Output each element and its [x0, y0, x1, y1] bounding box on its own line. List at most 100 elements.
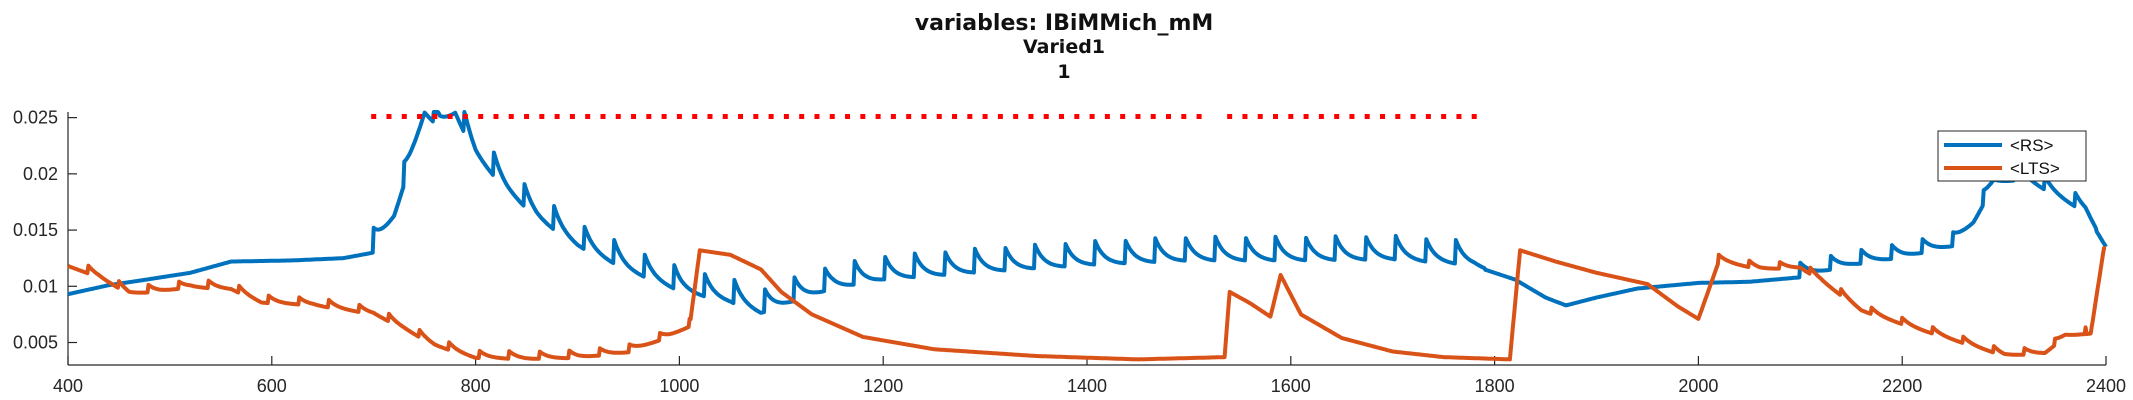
spike-marker: [1410, 113, 1416, 119]
spike-marker: [371, 113, 377, 119]
spike-marker: [1227, 113, 1233, 119]
legend-label-lts: <LTS>: [2010, 159, 2060, 178]
spike-marker: [615, 113, 621, 119]
spike-marker: [783, 113, 789, 119]
spike-marker: [508, 113, 514, 119]
x-tick-label: 800: [461, 376, 491, 396]
spike-marker: [417, 113, 423, 119]
y-tick-label: 0.02: [23, 164, 58, 184]
legend-box: [1937, 130, 2087, 182]
spike-marker: [692, 113, 698, 119]
x-tick-label: 2400: [2086, 376, 2126, 396]
spike-marker: [478, 113, 484, 119]
spike-marker: [845, 113, 851, 119]
spike-marker: [1349, 113, 1355, 119]
spike-marker: [1013, 113, 1019, 119]
spike-marker: [860, 113, 866, 119]
x-tick-label: 1000: [659, 376, 699, 396]
x-tick-label: 400: [53, 376, 83, 396]
x-tick-label: 2200: [1882, 376, 1922, 396]
spike-marker: [676, 113, 682, 119]
spike-marker: [921, 113, 927, 119]
y-tick-label: 0.015: [13, 220, 58, 240]
y-axis-ticks: 0.005 0.01 0.015 0.02 0.025: [13, 108, 77, 353]
spike-marker: [829, 113, 835, 119]
spike-marker: [1120, 113, 1126, 119]
spike-marker: [753, 113, 759, 119]
x-tick-label: 1800: [1475, 376, 1515, 396]
spike-marker: [1303, 113, 1309, 119]
spike-marker: [1471, 113, 1477, 119]
spike-marker: [1364, 113, 1370, 119]
spike-marker: [1242, 113, 1248, 119]
spike-marker: [1181, 113, 1187, 119]
y-tick-label: 0.01: [23, 276, 58, 296]
spike-marker: [997, 113, 1003, 119]
spike-marker: [646, 113, 652, 119]
spike-marker: [1196, 113, 1202, 119]
spike-marker: [1334, 113, 1340, 119]
spike-marker: [814, 113, 820, 119]
spike-marker: [1043, 113, 1049, 119]
series-line-rs: [67, 110, 2108, 315]
spike-marker: [1104, 113, 1110, 119]
spike-marker: [1028, 113, 1034, 119]
spike-marker: [768, 113, 774, 119]
spike-marker: [401, 113, 407, 119]
spike-marker: [738, 113, 744, 119]
spike-marker: [631, 113, 637, 119]
spike-marker: [1395, 113, 1401, 119]
spike-marker: [890, 113, 896, 119]
spike-markers: [371, 113, 1477, 119]
spike-marker: [936, 113, 942, 119]
spike-marker: [1257, 113, 1263, 119]
spike-marker: [1089, 113, 1095, 119]
spike-marker: [569, 113, 575, 119]
spike-marker: [600, 113, 606, 119]
chart-title: variables: IBiMMich_mM: [915, 11, 1214, 36]
spike-marker: [661, 113, 667, 119]
x-tick-label: 600: [257, 376, 287, 396]
spike-marker: [585, 113, 591, 119]
spike-marker: [432, 113, 438, 119]
spike-marker: [1441, 113, 1447, 119]
series-line-lts: [67, 246, 2107, 362]
spike-marker: [1150, 113, 1156, 119]
spike-marker: [982, 113, 988, 119]
x-tick-label: 1400: [1067, 376, 1107, 396]
spike-marker: [1456, 113, 1462, 119]
chart-subtitle-2: 1: [1057, 61, 1070, 83]
plot-area: 400 600 800 1000 1200 1400 1600 1800 2000 2200 240…: [13, 108, 2126, 396]
spike-marker: [447, 113, 453, 119]
spike-marker: [1273, 113, 1279, 119]
spike-marker: [524, 113, 530, 119]
spike-marker: [386, 113, 392, 119]
spike-marker: [1288, 113, 1294, 119]
spike-marker: [1166, 113, 1172, 119]
spike-marker: [707, 113, 713, 119]
legend: <RS> <LTS>: [1937, 130, 2087, 182]
spike-marker: [1425, 113, 1431, 119]
x-tick-label: 2000: [1678, 376, 1718, 396]
spike-marker: [493, 113, 499, 119]
chart-subtitle: Varied1: [1023, 36, 1105, 58]
series-layer: [67, 110, 2108, 362]
spike-marker: [539, 113, 545, 119]
spike-marker: [1059, 113, 1065, 119]
spike-marker: [554, 113, 560, 119]
spike-marker: [952, 113, 958, 119]
x-tick-label: 1200: [863, 376, 903, 396]
spike-marker: [799, 113, 805, 119]
x-tick-label: 1600: [1271, 376, 1311, 396]
spike-marker: [1380, 113, 1386, 119]
spike-marker: [462, 113, 468, 119]
spike-marker: [967, 113, 973, 119]
spike-marker: [722, 113, 728, 119]
y-tick-label: 0.005: [13, 333, 58, 353]
spike-marker: [1318, 113, 1324, 119]
legend-label-rs: <RS>: [2010, 136, 2054, 155]
spike-marker: [875, 113, 881, 119]
spike-marker: [1135, 113, 1141, 119]
spike-marker: [906, 113, 912, 119]
